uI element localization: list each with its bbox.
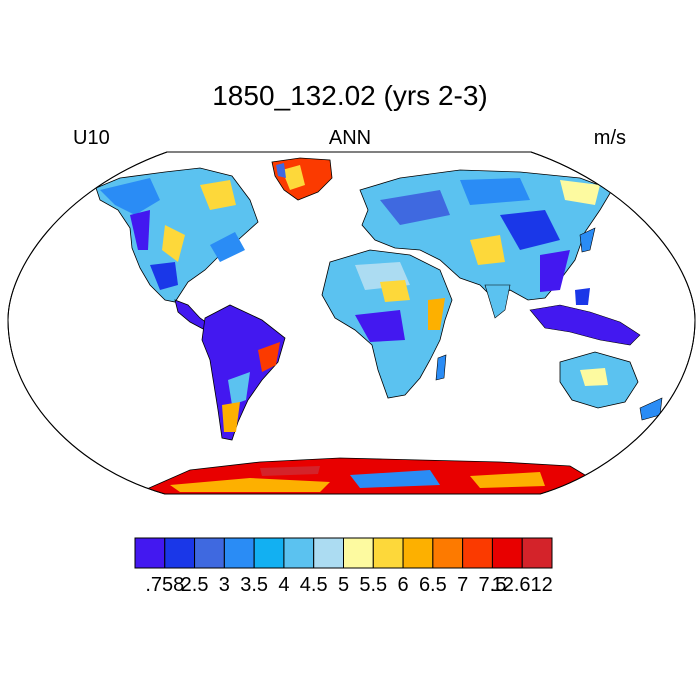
colorbar-tick-label: 5.5 — [359, 574, 388, 596]
colorbar-tick-label: 12.612 — [491, 574, 553, 596]
colorbar-swatch — [134, 537, 166, 569]
season-label: ANN — [328, 127, 372, 149]
colorbar-swatch — [313, 537, 345, 569]
colorbar-swatch — [462, 537, 493, 569]
colorbar-tick-label: 4 — [278, 574, 290, 596]
colorbar-tick-label: .758 — [145, 574, 185, 596]
variable-label: U10 — [73, 127, 110, 149]
colorbar-swatch — [343, 537, 374, 569]
units-label: m/s — [593, 127, 626, 149]
colorbar-swatch — [194, 537, 225, 569]
colorbar-swatch — [521, 537, 553, 569]
colorbar-swatch — [223, 537, 255, 569]
colorbar-tick-label: 7 — [457, 574, 469, 596]
colorbar-swatch — [164, 537, 196, 569]
colorbar — [134, 537, 553, 569]
colorbar-swatch — [432, 537, 464, 569]
colorbar-tick-label: 3.5 — [240, 574, 269, 596]
colorbar-tick-label: 5 — [337, 574, 350, 596]
colorbar-tick-label: 7.5 — [478, 574, 507, 596]
colorbar-swatch — [372, 537, 404, 569]
colorbar-tick-label: 4.5 — [299, 574, 328, 596]
colorbar-tick-label: 2.5 — [180, 574, 209, 596]
colorbar-swatch — [283, 537, 315, 569]
maritime-continent — [529, 304, 641, 346]
colorbar-tick-label: 6 — [397, 574, 409, 596]
colorbar-swatch — [253, 537, 285, 569]
map-title: 1850_132.02 (yrs 2-3) — [212, 80, 488, 111]
colorbar-swatch — [402, 537, 434, 569]
colorbar-tick-label: 3 — [218, 574, 230, 596]
colorbar-tick-label: 6.5 — [418, 574, 447, 596]
colorbar-swatch — [491, 537, 523, 569]
